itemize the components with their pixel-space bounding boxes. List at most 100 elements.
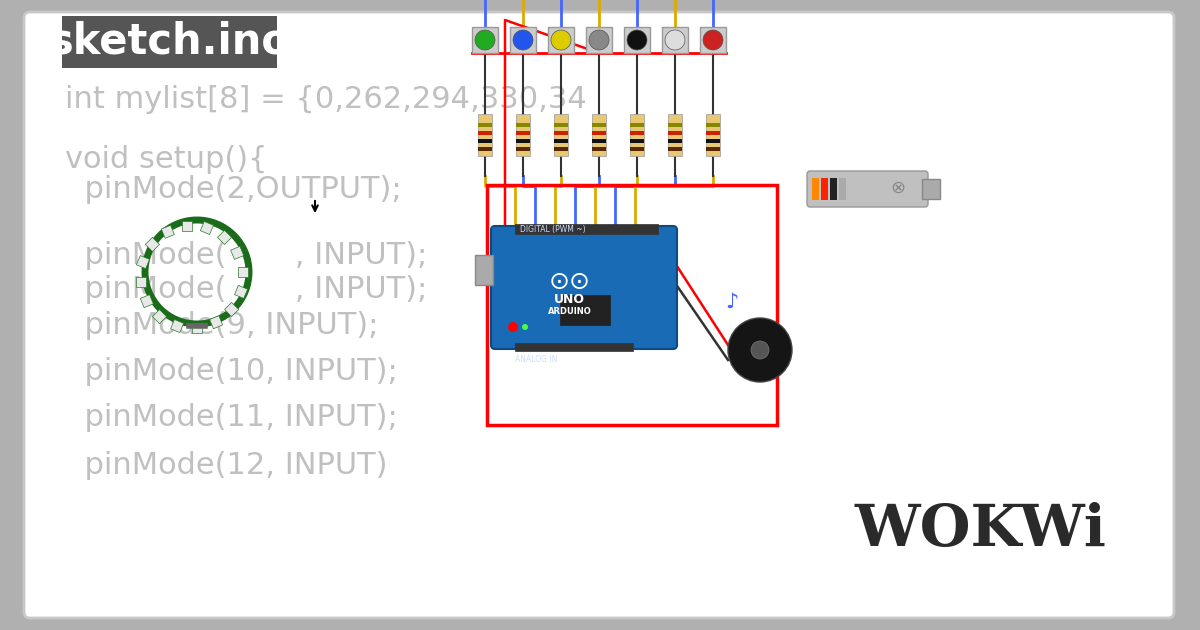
Bar [224,302,239,317]
Bar [630,147,644,151]
Bar [238,267,248,277]
Bar [554,123,568,127]
Bar [706,123,720,127]
Bar [700,27,726,53]
Text: pinMode(11, INPUT);: pinMode(11, INPUT); [65,403,397,433]
Bar [630,123,644,127]
Text: pinMode(       , INPUT);: pinMode( , INPUT); [65,241,427,270]
Bar [706,139,720,143]
Bar [706,114,720,156]
Circle shape [751,341,769,359]
Circle shape [522,324,528,330]
Bar [706,147,720,151]
Bar [668,139,682,143]
Bar [217,231,232,244]
Bar [487,185,778,425]
Bar [516,123,530,127]
Bar [140,295,154,307]
Bar [137,256,150,268]
Text: ANALOG IN: ANALOG IN [515,355,557,364]
Bar [548,27,574,53]
Bar [478,114,492,156]
Bar [515,343,634,351]
Bar [472,27,498,53]
Bar [706,131,720,135]
Text: pinMode(10, INPUT);: pinMode(10, INPUT); [65,357,397,386]
Circle shape [589,30,610,50]
Text: UNO: UNO [554,293,586,306]
Bar [152,309,167,324]
Text: pinMode(2,OUTPUT);: pinMode(2,OUTPUT); [65,176,402,205]
Bar [668,123,682,127]
Circle shape [551,30,571,50]
Bar [516,139,530,143]
Bar [592,123,606,127]
Text: ARDUINO: ARDUINO [548,307,592,316]
Text: ⊗: ⊗ [890,179,906,197]
Bar [478,131,492,135]
Text: pinMode(9, INPUT);: pinMode(9, INPUT); [65,311,378,340]
Bar [136,277,146,287]
Bar [668,114,682,156]
Bar [516,114,530,156]
Circle shape [628,30,647,50]
Bar [812,178,818,200]
Text: int mylist[8] = {0,262,294,330,34: int mylist[8] = {0,262,294,330,34 [65,86,587,115]
Text: ♪: ♪ [725,292,739,312]
Bar [510,27,536,53]
Bar [182,221,192,231]
Bar [554,139,568,143]
Bar [922,179,940,199]
Bar [830,178,838,200]
Text: WOKWi: WOKWi [854,502,1106,558]
Circle shape [508,322,518,332]
Bar [668,147,682,151]
Bar [592,139,606,143]
Bar [554,147,568,151]
Bar [630,114,644,156]
Circle shape [665,30,685,50]
Bar [516,131,530,135]
Bar [516,147,530,151]
Bar [475,255,493,285]
Bar [554,131,568,135]
Bar [478,139,492,143]
Bar [662,27,688,53]
FancyBboxPatch shape [491,226,677,349]
Bar [586,27,612,53]
Bar [230,246,244,260]
Bar [234,285,247,299]
Bar [560,295,610,325]
Text: pinMode(12, INPUT): pinMode(12, INPUT) [65,450,388,479]
FancyBboxPatch shape [24,12,1174,618]
Bar [592,147,606,151]
Bar [668,131,682,135]
Bar [145,238,160,251]
Bar [624,27,650,53]
Bar [170,319,184,333]
Circle shape [703,30,722,50]
Bar [192,323,202,333]
Bar [592,131,606,135]
Circle shape [728,318,792,382]
Bar [554,114,568,156]
Bar [478,147,492,151]
Circle shape [514,30,533,50]
Bar [210,316,223,329]
Bar [821,178,828,200]
Text: ⊙⊙: ⊙⊙ [548,270,590,294]
Bar [630,131,644,135]
Circle shape [475,30,496,50]
Bar [161,226,174,238]
Bar [200,221,214,234]
Bar [592,114,606,156]
Bar [62,16,277,68]
Text: pinMode(       , INPUT);: pinMode( , INPUT); [65,275,427,304]
Bar [515,224,658,234]
Text: DIGITAL (PWM ~): DIGITAL (PWM ~) [520,225,586,234]
FancyBboxPatch shape [808,171,928,207]
Text: sketch.ino: sketch.ino [49,21,290,63]
Bar [839,178,846,200]
Bar [478,123,492,127]
Text: void setup(){: void setup(){ [65,146,268,175]
